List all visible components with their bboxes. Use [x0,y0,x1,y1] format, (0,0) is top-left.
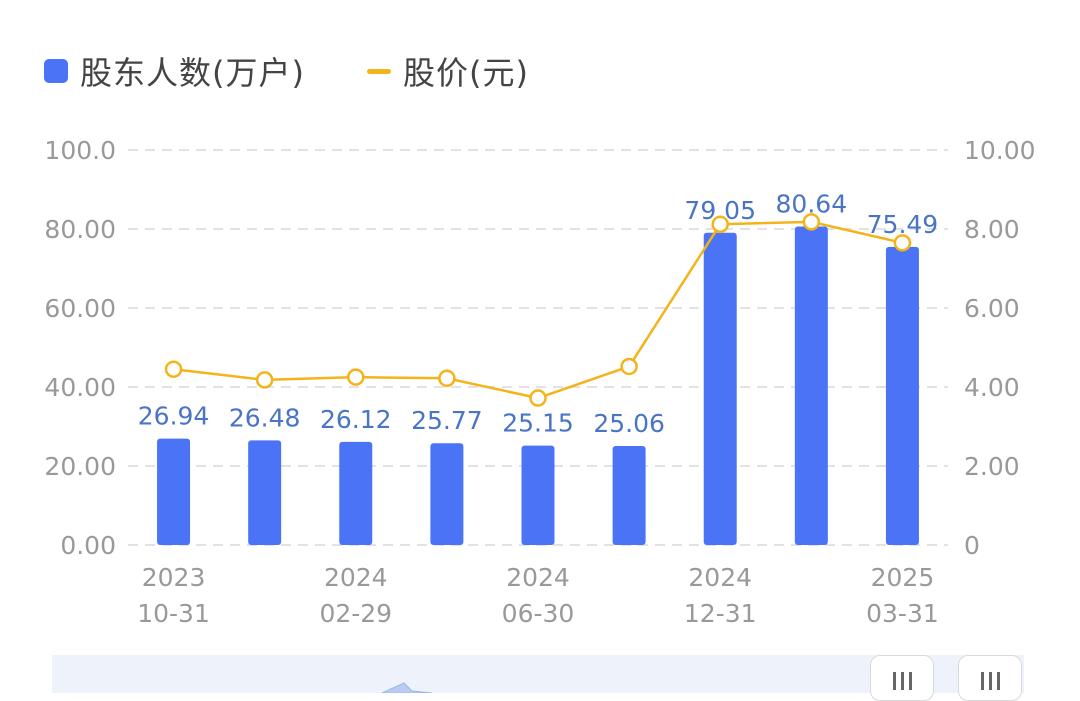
x-tick-year: 2023 [142,563,206,592]
price-point [529,389,547,407]
slider-handle-right[interactable] [958,655,1022,701]
y-left-tick-label: 20.00 [44,452,116,481]
bar-shareholders [248,440,282,545]
bar-value-label: 26.12 [320,405,392,434]
bar-shareholders [521,445,555,545]
y-right-tick-label: 0 [964,531,980,560]
y-left-tick-label: 60.00 [44,294,116,323]
bar-value-label: 25.15 [502,409,574,438]
x-tick-year: 2024 [688,563,752,592]
legend-bar-swatch [44,59,68,83]
zoom-slider-track[interactable] [52,655,1024,694]
chart-legend: 股东人数(万户) 股价(元) [44,48,591,94]
x-tick-date: 03-31 [866,599,939,628]
bar-value-label: 75.49 [867,210,939,239]
bar-shareholders [885,246,919,545]
legend-item-price[interactable]: 股价(元) [366,48,529,94]
bar-shareholders [339,441,373,545]
bar-value-label: 26.48 [229,403,301,432]
y-right-tick-label: 8.00 [964,215,1020,244]
bar-shareholders [157,438,191,545]
x-tick-year: 2024 [506,563,570,592]
bar-value-label: 26.94 [138,402,210,431]
price-point [347,368,365,386]
bar-shareholders [430,443,464,545]
price-point [620,357,638,376]
y-left-tick-label: 40.00 [44,373,116,402]
y-right-tick-label: 6.00 [964,294,1020,323]
x-tick-date: 10-31 [137,599,210,628]
price-point [802,213,821,231]
y-left-tick-label: 100.0 [44,136,116,165]
bar-value-label: 25.77 [411,406,483,435]
price-line [173,220,903,400]
price-point [164,360,183,378]
bar-shareholders [703,232,737,545]
price-point [255,371,274,389]
bar-shareholders [612,446,646,545]
x-tick-date: 02-29 [319,599,392,628]
x-tick-year: 2024 [324,563,388,592]
y-right-tick-label: 4.00 [964,373,1020,402]
price-point [438,369,456,388]
y-right-tick-label: 2.00 [964,452,1020,481]
bar-shareholders [794,226,828,546]
x-tick-year: 2025 [871,563,935,592]
price-point [711,215,729,234]
legend-label-price: 股价(元) [402,54,529,92]
y-left-tick-label: 80.00 [44,215,116,244]
combo-chart: 0.00 0 20.00 2.00 40.00 4.00 60.00 6.00 80.00 8.0… [44,136,1036,628]
legend-label-shareholders: 股东人数(万户) [80,54,305,92]
legend-line-swatch [366,68,391,74]
bar-value-label: 25.06 [593,409,665,438]
x-tick-date: 12-31 [684,599,757,628]
x-tick-date: 06-30 [502,599,575,628]
legend-item-shareholders[interactable]: 股东人数(万户) [44,48,305,94]
slider-handle-left[interactable] [870,655,934,701]
price-point [893,234,912,252]
y-left-tick-label: 0.00 [60,531,116,560]
y-right-tick-label: 10.00 [964,136,1036,165]
